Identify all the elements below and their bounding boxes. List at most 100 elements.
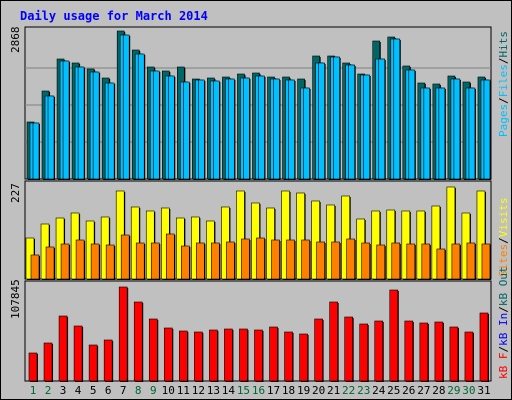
pages-bar [32,122,40,180]
sites-bar [105,244,115,280]
kbytes-bar [118,286,128,382]
kbytes-bar [239,328,248,382]
kbytes-bar [404,320,414,382]
kbytes-bar [434,321,444,382]
pages-bar [303,87,310,180]
kbytes-bar [314,318,323,382]
bottom-panel-max-label: 107845 [9,279,22,319]
kbytes-bar [88,344,98,382]
legend-entry: kB F [497,352,510,380]
x-tick-label: 1 [29,384,37,397]
sites-bar [406,243,416,280]
visits-bar [311,200,320,280]
x-tick-label: 28 [432,384,446,397]
sites-bar [120,234,130,280]
sites-bar [196,242,205,280]
kbytes-bar [284,331,293,382]
x-tick-label: 27 [417,384,431,397]
sites-bar [256,237,265,280]
pages-bar [273,78,280,180]
visits-bar [236,190,245,280]
pages-bar [243,77,250,180]
pages-bar [228,78,235,180]
x-tick-label: 20 [311,384,326,397]
kbytes-bar [43,342,53,382]
kbytes-bar [103,339,113,382]
pages-bar [453,78,461,180]
x-tick-label: 16 [251,384,266,397]
visits-bar [476,190,486,280]
sites-bar [346,238,355,280]
legend-entry: Visits [497,197,510,238]
sites-bar [165,233,175,280]
pages-bar [92,71,100,180]
visits-bar [341,195,350,280]
x-tick-label: 29 [447,384,461,397]
x-tick-label: 10 [161,384,175,397]
x-tick-label: 17 [266,384,281,397]
sites-bar [226,241,235,280]
kbytes-bar [179,330,188,382]
x-tick-label: 4 [74,384,82,397]
kbytes-bar [28,352,38,382]
pages-bar [167,75,175,180]
middle-panel-max-label: 227 [9,183,22,203]
x-tick-label: 24 [372,384,386,397]
kbytes-bar [419,322,429,382]
legend-entry: Files [497,64,510,98]
bottom-panel-legend: kB F/kB In/kB Out [497,266,510,379]
x-tick-label: 21 [327,384,341,397]
pages-bar [423,87,431,180]
sites-bar [150,242,160,280]
sites-bar [75,239,85,280]
top-panel-max-label: 2868 [9,26,22,54]
pages-bar [468,87,476,180]
sites-bar [391,242,401,280]
pages-bar [152,70,160,180]
legend-separator: / [497,97,510,104]
kbytes-bar [344,316,353,382]
x-tick-label: 31 [477,384,491,397]
x-tick-label: 8 [134,384,142,397]
pages-bar [363,74,371,180]
sites-bar [481,243,491,280]
pages-bar [137,53,145,180]
kbytes-bar [209,329,218,382]
sites-bar [316,241,325,280]
sites-bar [361,242,371,280]
pages-bar [378,58,386,180]
kbytes-bar [194,331,203,382]
x-tick-label: 25 [387,384,401,397]
x-tick-label: 7 [119,384,127,397]
sites-bar [211,242,220,280]
pages-bar [288,79,295,180]
x-tick-label: 6 [104,384,112,397]
visits-bar [281,190,290,280]
pages-bar [122,34,130,180]
x-tick-label: 3 [59,384,67,397]
visits-bar [431,205,441,280]
pages-bar [183,81,190,180]
sites-bar [271,239,280,280]
kbytes-bar [464,331,474,382]
sites-bar [436,248,446,280]
x-tick-label: 12 [191,384,205,397]
sites-bar [181,245,190,280]
kbytes-bar [254,329,263,382]
x-tick-label: 14 [221,384,236,397]
kbytes-bar [479,312,489,382]
sites-bar [241,238,250,280]
sites-bar [286,239,295,280]
pages-bar [258,75,265,180]
legend-entry: Pages [497,103,510,137]
kbytes-bar [329,301,338,382]
pages-bar [333,56,340,180]
pages-bar [213,80,220,180]
sites-bar [30,254,40,280]
visits-bar [446,186,456,280]
legend-separator: / [497,345,510,353]
visits-bar [296,192,305,280]
x-tick-label: 13 [206,384,220,397]
